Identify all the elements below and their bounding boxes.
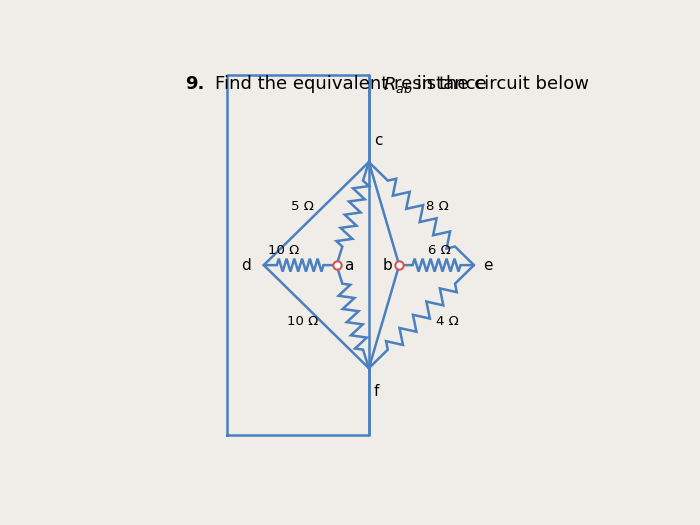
Text: 8 Ω: 8 Ω (426, 200, 449, 213)
Text: 4 Ω: 4 Ω (436, 315, 459, 328)
Text: b: b (382, 258, 392, 272)
Text: e: e (483, 258, 492, 272)
Text: 10 Ω: 10 Ω (286, 315, 318, 328)
Text: d: d (241, 258, 251, 272)
Text: c: c (374, 133, 382, 148)
Text: Find the equivalent resistance: Find the equivalent resistance (215, 75, 493, 93)
Text: 10 Ω: 10 Ω (268, 245, 300, 257)
Text: in the circuit below: in the circuit below (412, 75, 589, 93)
Text: 9.: 9. (185, 75, 204, 93)
Text: $R_{ab}$: $R_{ab}$ (383, 75, 412, 95)
Text: f: f (374, 384, 379, 400)
Text: 5 Ω: 5 Ω (290, 200, 314, 213)
Text: a: a (344, 258, 354, 272)
Text: 6 Ω: 6 Ω (428, 245, 451, 257)
